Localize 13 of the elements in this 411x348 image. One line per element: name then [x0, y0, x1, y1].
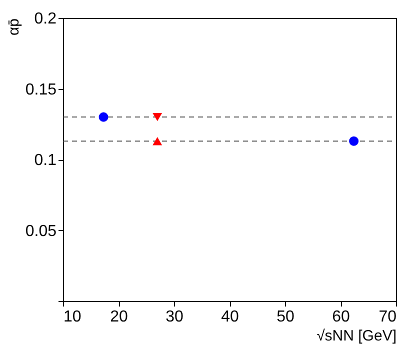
- x-tick-label: 50: [276, 308, 294, 326]
- y-tick-label: 0.05: [25, 222, 57, 240]
- x-tick-label: 20: [110, 308, 128, 326]
- y-tick-label: 0.1: [34, 152, 57, 169]
- y-axis-title: αp̄: [5, 18, 22, 36]
- y-tick-label: 0.2: [34, 10, 57, 28]
- x-tick-label: 30: [166, 308, 184, 326]
- x-tick-label: 10: [64, 308, 82, 326]
- x-axis-title: √sNN [GeV]: [316, 328, 396, 344]
- y-tick-label: 0.15: [25, 81, 57, 98]
- x-tick-label: 70: [378, 308, 397, 326]
- x-tick-label: 60: [332, 308, 350, 326]
- x-tick-label: 40: [221, 308, 239, 326]
